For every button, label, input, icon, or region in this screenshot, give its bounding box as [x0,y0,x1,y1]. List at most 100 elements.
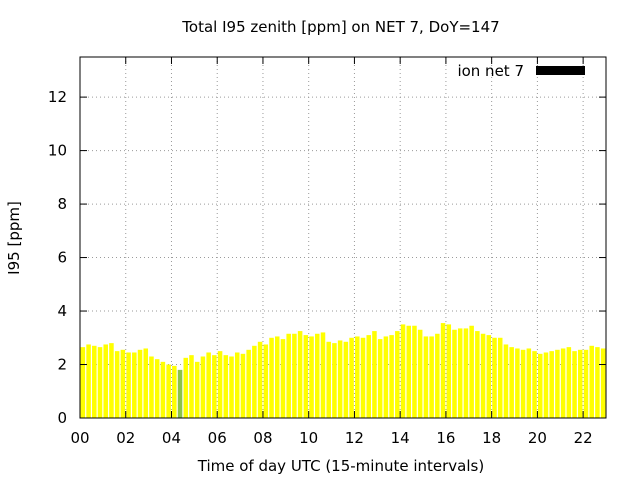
bar [332,343,337,418]
y-tick-label: 10 [48,142,67,160]
bar [486,335,492,418]
bar [583,349,589,418]
bar [566,347,572,418]
bar [212,355,217,418]
bar [537,353,543,418]
x-tick-label: 02 [116,429,135,447]
y-tick-label: 0 [57,409,67,427]
bar [92,345,97,418]
bar [463,328,469,418]
x-tick-label: 00 [70,429,89,447]
bar [292,333,297,418]
bar [355,336,360,418]
bar [600,348,606,418]
bar [560,348,566,418]
ticks [79,57,606,419]
bar [200,356,206,418]
bar [114,351,120,418]
bar [475,331,480,418]
bar [320,332,326,418]
bar [349,337,354,418]
bar [132,352,137,418]
bar [509,347,514,418]
y-tick-label: 12 [48,88,67,106]
bar [326,341,331,418]
bar [360,337,366,418]
bar [223,355,229,418]
bar [446,324,452,418]
bar [595,347,600,418]
x-tick-label: 18 [482,429,501,447]
bar [383,336,389,418]
bar [86,344,91,418]
x-axis-label: Time of day UTC (15-minute intervals) [197,457,484,475]
bar [389,335,394,418]
bar [417,329,423,418]
bar [412,325,417,418]
bar [589,345,594,418]
bar [160,361,166,418]
bar [469,325,474,418]
bar [194,361,200,418]
bar [297,331,303,418]
y-tick-label: 8 [57,195,67,213]
bar [337,340,343,418]
bar [137,349,143,418]
bar [343,341,349,418]
bar [555,349,560,418]
bar [80,347,86,418]
legend-swatch [536,66,585,75]
bar [309,336,314,418]
y-axis-label: I95 [ppm] [5,201,23,275]
bar [240,353,246,418]
chart-title: Total I95 zenith [ppm] on NET 7, DoY=147 [181,18,499,36]
x-tick-label: 06 [208,429,227,447]
bar [177,369,183,418]
bar [520,349,526,418]
bar [206,352,211,418]
bar [526,348,532,418]
bar [543,352,549,418]
bars [80,323,606,418]
x-tick-label: 12 [345,429,364,447]
x-tick-label: 16 [436,429,455,447]
bar [172,365,177,418]
x-tick-label: 10 [299,429,318,447]
bar [183,357,189,418]
bar [234,352,240,418]
bar [274,336,280,418]
bar [377,339,383,418]
bar [166,364,171,418]
bar [280,339,286,418]
bar [457,328,463,418]
bar [515,348,520,418]
x-tick-label: 08 [253,429,272,447]
x-tick-label: 14 [391,429,410,447]
bar [532,351,537,418]
bar [217,351,223,418]
bar [263,344,269,418]
bar [423,336,429,418]
x-tick-label: 22 [574,429,593,447]
y-tick-label: 6 [57,249,67,267]
bar [492,337,497,418]
bar [452,329,457,418]
bar [303,335,309,418]
bar [126,352,131,418]
bar [440,323,446,418]
plot-frame [79,56,607,419]
bar [246,349,251,418]
bar [286,333,291,418]
bar [143,348,149,418]
legend: ion net 7 [457,62,585,80]
bar [252,345,257,418]
bar [480,333,486,418]
bar [109,343,114,418]
bar [315,333,320,418]
bar [154,359,160,418]
bar [406,325,412,418]
bar [578,349,583,418]
